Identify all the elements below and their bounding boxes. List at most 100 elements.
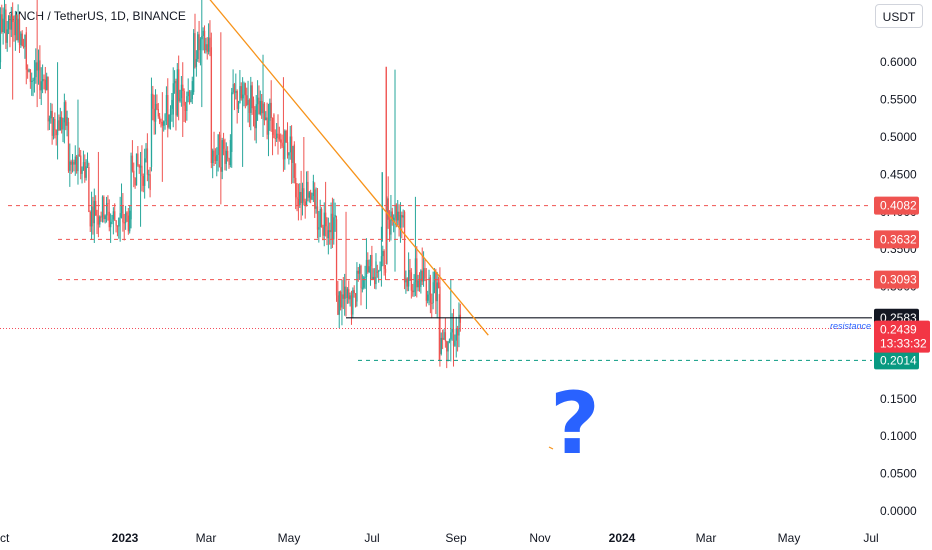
candle-body: [369, 254, 372, 267]
candle: [2, 7, 4, 45]
candle-body: [51, 110, 53, 136]
candle-body: [458, 314, 460, 336]
candle: [82, 150, 85, 171]
candle-body: [142, 176, 144, 186]
x-tick-label: Nov: [529, 531, 550, 545]
candle: [273, 113, 275, 139]
candle-body: [280, 139, 282, 143]
candle: [84, 154, 86, 183]
candle-body: [85, 166, 87, 178]
candle-body: [248, 99, 251, 113]
candle: [233, 82, 236, 111]
candle-body: [446, 341, 448, 352]
candle-body: [218, 134, 221, 168]
candle-body: [70, 161, 72, 165]
candle-body: [122, 205, 124, 223]
candle-body: [65, 102, 67, 126]
candle: [126, 211, 128, 222]
candle-body: [205, 44, 207, 51]
candle: [70, 159, 72, 174]
candle: [418, 272, 421, 292]
candle: [144, 148, 146, 199]
candle-body: [116, 225, 119, 227]
candle-body: [289, 136, 291, 153]
candle-body: [352, 290, 354, 315]
candle-body: [130, 155, 132, 220]
candle: [228, 157, 230, 169]
candle-body: [163, 121, 165, 126]
candle-body: [187, 91, 189, 97]
candle: [360, 264, 362, 306]
candle: [97, 151, 100, 238]
candle-body: [354, 293, 357, 308]
candle-body: [104, 215, 106, 220]
candle-body: [452, 328, 455, 346]
candle-body: [382, 251, 384, 257]
candle-body: [202, 30, 204, 36]
candle-body: [318, 227, 320, 230]
candle-body: [3, 9, 6, 19]
candle: [178, 55, 180, 121]
price-tag-bg: [874, 351, 919, 370]
candle-body: [299, 191, 301, 205]
candle: [344, 273, 346, 316]
candle-body: [216, 154, 218, 161]
candle-body: [9, 15, 11, 30]
candle-body: [133, 170, 135, 178]
candle-body: [31, 80, 33, 82]
y-tick-label: 0.0000: [880, 504, 917, 518]
candle-body: [288, 152, 290, 156]
candle: [213, 131, 215, 166]
candle: [292, 145, 294, 184]
candle: [85, 159, 87, 181]
candle-body: [175, 80, 177, 116]
candle: [345, 211, 347, 317]
candle: [74, 145, 76, 176]
candle-body: [73, 161, 75, 165]
candle: [250, 76, 252, 131]
candle: [431, 293, 433, 318]
candle: [193, 29, 195, 95]
candle: [118, 217, 120, 239]
candle-body: [364, 276, 366, 278]
candle-body: [428, 277, 430, 295]
candle-body: [86, 161, 89, 167]
resistance-annotation: resistance: [830, 321, 871, 331]
candle: [95, 195, 97, 216]
candle: [24, 34, 26, 59]
candle: [403, 210, 406, 290]
candle: [161, 92, 164, 182]
candle: [129, 205, 131, 234]
candle: [229, 134, 232, 168]
candle-body: [107, 203, 109, 205]
candle: [221, 137, 223, 180]
downtrend-line: [209, 0, 489, 336]
candle: [232, 69, 234, 95]
candle: [399, 202, 402, 243]
candle: [440, 332, 442, 356]
currency-button[interactable]: USDT: [875, 4, 923, 28]
x-tick-label: May: [278, 531, 301, 545]
candle-body: [169, 108, 172, 115]
candle-body: [323, 212, 325, 236]
candle-body: [71, 161, 74, 165]
x-tick-label: Oct: [0, 531, 10, 545]
candle: [300, 170, 302, 221]
candle: [148, 169, 150, 189]
candle-body: [191, 81, 193, 99]
candle: [409, 258, 411, 281]
candle-body: [251, 85, 253, 109]
candle-body: [152, 93, 154, 109]
candle-body: [439, 286, 441, 354]
candle: [220, 32, 222, 205]
candle: [205, 37, 207, 54]
candle-body: [361, 287, 364, 289]
candle: [425, 268, 428, 307]
candle-body: [97, 216, 100, 225]
candle-body: [138, 165, 140, 168]
candle-body: [457, 328, 459, 336]
candle-body: [442, 337, 444, 340]
candle: [352, 287, 354, 319]
chart-title: 1INCH / TetherUS, 1D, BINANCE: [8, 9, 186, 23]
